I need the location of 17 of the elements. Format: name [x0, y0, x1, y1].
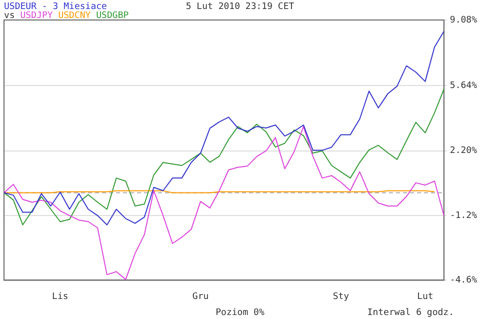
- x-tick-label: Sty: [332, 292, 350, 302]
- text: Interwal 6 godz.: [367, 308, 454, 318]
- y-tick-label: -4.6%: [450, 276, 478, 286]
- text: 5 Lut 2010 23:19 CET: [186, 2, 294, 12]
- x-tick-label: Lut: [417, 292, 434, 302]
- y-tick-label: 9.08%: [450, 15, 478, 26]
- x-tick-label: Gru: [192, 292, 209, 302]
- legend-title: vs: [4, 11, 16, 21]
- y-tick-label: 5.64%: [450, 80, 478, 91]
- y-tick-label: 2.20%: [450, 146, 478, 156]
- text: USDGBP: [96, 11, 129, 21]
- text: USDJPY: [20, 11, 54, 21]
- text: USDCNY: [58, 11, 92, 21]
- chart-title: USDEUR - 3 Miesiace: [4, 2, 107, 12]
- x-tick-label: Lis: [52, 292, 68, 302]
- y-tick-label: -1.2%: [450, 210, 478, 221]
- text: Poziom 0%: [216, 308, 264, 318]
